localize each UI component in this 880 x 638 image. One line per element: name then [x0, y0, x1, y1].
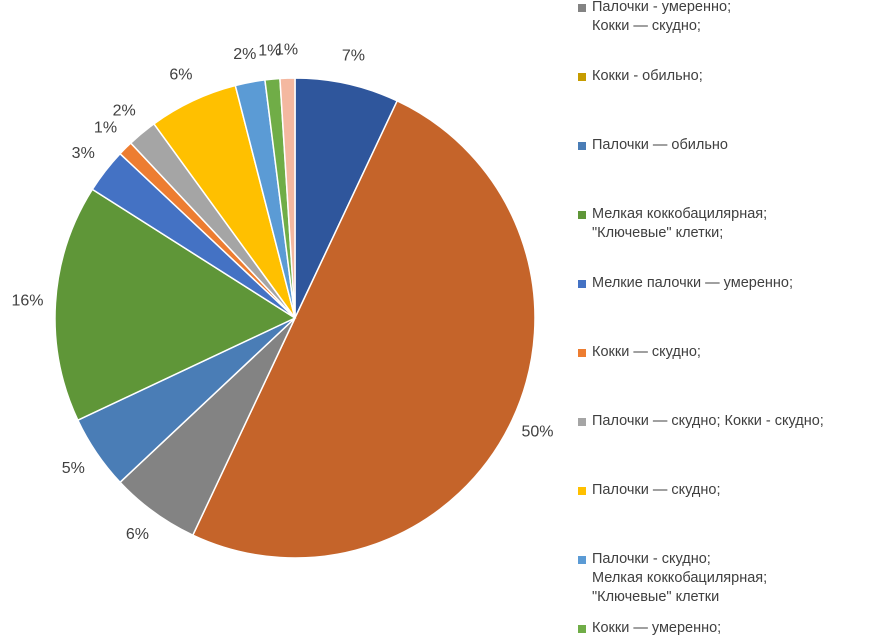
legend-label: Палочки — обильно — [592, 137, 728, 153]
legend-label: Палочки — скудно; — [592, 482, 721, 498]
data-label: 1% — [258, 42, 281, 59]
legend-swatch — [578, 487, 586, 495]
data-label: 6% — [126, 526, 149, 543]
legend-label: Кокки - обильно; — [592, 68, 703, 84]
legend-swatch — [578, 211, 586, 219]
data-label: 5% — [62, 460, 85, 477]
legend-swatch — [578, 4, 586, 12]
legend-swatch — [578, 625, 586, 633]
legend-label: Палочки — скудно; Кокки - скудно; — [592, 413, 824, 429]
pie-slice — [191, 99, 536, 559]
data-label: 50% — [521, 423, 553, 440]
data-label: 2% — [113, 103, 136, 120]
legend-label: Мелкие палочки — умеренно; — [592, 275, 794, 291]
pie-slice — [279, 77, 296, 319]
legend-swatch — [578, 556, 586, 564]
legend-swatch — [578, 280, 586, 288]
legend-label: Кокки — скудно; — [592, 344, 701, 360]
pie-slice — [294, 77, 399, 319]
pie-slice — [54, 188, 297, 422]
data-label: 7% — [342, 48, 365, 65]
legend-label: Палочки - скудно; Мелкая коккобацилярная… — [592, 551, 768, 605]
data-label: 1% — [94, 120, 117, 137]
legend-swatch — [578, 73, 586, 81]
legend-label: Палочки - умеренно; Кокки — скудно; — [592, 0, 732, 34]
legend-swatch — [578, 418, 586, 426]
legend-label: Кокки — умеренно; — [592, 620, 722, 636]
legend-swatch — [578, 349, 586, 357]
legend-label: Мелкая коккобацилярная; "Ключевые" клетк… — [592, 206, 768, 241]
data-label: 3% — [72, 145, 95, 162]
data-label: 2% — [233, 46, 256, 63]
data-label: 6% — [169, 67, 192, 84]
data-label: 16% — [12, 292, 44, 309]
data-label: 1% — [275, 41, 298, 58]
legend-swatch — [578, 142, 586, 150]
